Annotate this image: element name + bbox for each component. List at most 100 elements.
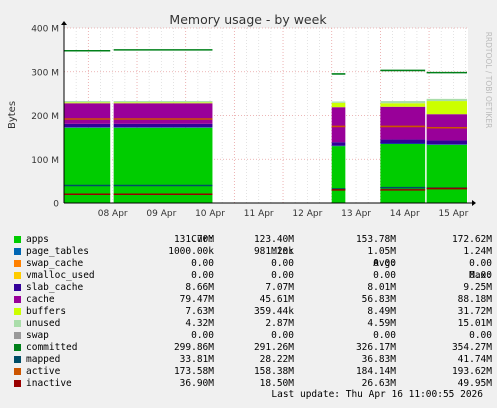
area-slab-cache bbox=[331, 142, 346, 146]
axis-layer: 0 100 M 200 M 300 M 400 M 08 Apr 09 Apr 10 Apr 1… bbox=[31, 21, 476, 219]
area-slab-cache bbox=[64, 123, 111, 128]
legend-name: page_tables bbox=[26, 246, 89, 257]
legend-cur: 299.86M bbox=[173, 342, 214, 353]
legend-name: unused bbox=[26, 318, 61, 329]
last-update: Last update: Thu Apr 16 11:00:55 2026 bbox=[271, 389, 483, 400]
legend-table: Cur: Min: Avg: Max: apps 131.70M 123.40M 15… bbox=[14, 222, 494, 390]
legend-name: slab_cache bbox=[26, 282, 84, 293]
legend-row-active: active 173.58M 158.38M 184.14M 193.62M bbox=[14, 366, 494, 378]
area-slab-cache bbox=[426, 140, 468, 145]
legend-name: cache bbox=[26, 294, 55, 305]
legend-min: 981.20k bbox=[253, 246, 294, 257]
x-tick-label: 08 Apr bbox=[98, 209, 128, 219]
legend-swatch bbox=[14, 344, 21, 351]
legend-min: 158.38M bbox=[253, 366, 294, 377]
legend-name: active bbox=[26, 366, 61, 377]
legend-min: 2.87M bbox=[265, 318, 294, 329]
area-unused bbox=[331, 101, 346, 103]
legend-cur: 79.47M bbox=[179, 294, 214, 305]
legend-cur: 131.70M bbox=[173, 234, 214, 245]
area-unused bbox=[64, 101, 111, 103]
chart-title: Memory usage - by week bbox=[169, 12, 327, 27]
legend-swatch bbox=[14, 368, 21, 375]
x-tick-label: 14 Apr bbox=[390, 209, 420, 219]
legend-rows: apps 131.70M 123.40M 153.78M 172.62M page_tab… bbox=[14, 234, 494, 390]
area-apps bbox=[113, 127, 213, 203]
legend-avg: 0.00 bbox=[373, 330, 396, 341]
legend-min: 123.40M bbox=[253, 234, 294, 245]
memory-chart: Memory usage - by week Bytes RRDTOOL / T… bbox=[7, 12, 493, 219]
legend-avg: 0.00 bbox=[373, 258, 396, 269]
legend-cur: 8.66M bbox=[185, 282, 214, 293]
area-cache bbox=[64, 103, 111, 124]
legend-avg: 0.00 bbox=[373, 270, 396, 281]
legend-name: apps bbox=[26, 234, 49, 245]
legend-avg: 184.14M bbox=[355, 366, 396, 377]
area-slab-cache bbox=[380, 139, 426, 144]
area-cache bbox=[331, 107, 346, 143]
legend-name: swap_cache bbox=[26, 258, 84, 269]
y-tick-label: 200 M bbox=[31, 112, 59, 122]
legend-name: vmalloc_used bbox=[26, 270, 95, 281]
legend-avg: 56.83M bbox=[361, 294, 396, 305]
legend-cur: 33.81M bbox=[179, 354, 214, 365]
legend-min: 28.22M bbox=[259, 354, 294, 365]
legend-header: Cur: Min: Avg: Max: bbox=[14, 222, 494, 281]
area-apps bbox=[64, 127, 111, 203]
area-page-tables bbox=[64, 127, 111, 128]
legend-swatch bbox=[14, 308, 21, 315]
y-tick-label: 0 bbox=[53, 200, 59, 210]
legend-name: committed bbox=[26, 342, 78, 353]
area-buffers bbox=[426, 101, 468, 115]
area-unused bbox=[113, 101, 213, 103]
legend-max: 354.27M bbox=[451, 342, 492, 353]
legend-min: 7.07M bbox=[265, 282, 294, 293]
area-apps bbox=[380, 143, 426, 203]
y-tick-label: 300 M bbox=[31, 68, 59, 78]
rrdtool-watermark: RRDTOOL / TOBI OETIKER bbox=[484, 32, 493, 129]
legend-max: 0.00 bbox=[469, 270, 492, 281]
legend-name: mapped bbox=[26, 354, 61, 365]
legend-avg: 8.01M bbox=[367, 282, 396, 293]
legend-avg: 4.59M bbox=[367, 318, 396, 329]
x-axis-arrow bbox=[472, 200, 476, 206]
area-buffers bbox=[113, 102, 213, 104]
x-tick-label: 12 Apr bbox=[292, 209, 322, 219]
legend-row-swap: swap 0.00 0.00 0.00 0.00 bbox=[14, 330, 494, 342]
x-tick-label: 13 Apr bbox=[341, 209, 371, 219]
legend-avg: 36.83M bbox=[361, 354, 396, 365]
legend-avg: 153.78M bbox=[355, 234, 396, 245]
legend-min: 359.44k bbox=[253, 306, 294, 317]
legend-max: 193.62M bbox=[451, 366, 492, 377]
col-avg-header: Avg: bbox=[373, 258, 396, 269]
legend-swatch bbox=[14, 248, 21, 255]
legend-min: 45.61M bbox=[259, 294, 294, 305]
legend-max: 1.24M bbox=[463, 246, 492, 257]
legend-row-page-tables: page_tables 1000.00k 981.20k 1.05M 1.24M bbox=[14, 246, 494, 258]
legend-row-apps: apps 131.70M 123.40M 153.78M 172.62M bbox=[14, 234, 494, 246]
legend-swatch bbox=[14, 380, 21, 387]
legend-swatch bbox=[14, 260, 21, 267]
legend-max: 9.25M bbox=[463, 282, 492, 293]
legend-max: 41.74M bbox=[457, 354, 492, 365]
legend-cur: 1000.00k bbox=[168, 246, 214, 257]
area-cache bbox=[380, 106, 426, 140]
col-min-header: Min: bbox=[271, 246, 294, 257]
area-page-tables bbox=[380, 143, 426, 144]
legend-avg: 1.05M bbox=[367, 246, 396, 257]
legend-name: buffers bbox=[26, 306, 67, 317]
legend-cur: 36.90M bbox=[179, 378, 214, 389]
area-apps bbox=[331, 146, 346, 203]
legend-cur: 0.00 bbox=[191, 258, 214, 269]
area-buffers bbox=[64, 102, 111, 104]
legend-row-inactive: inactive 36.90M 18.50M 26.63M 49.95M bbox=[14, 378, 494, 390]
legend-row-unused: unused 4.32M 2.87M 4.59M 15.01M bbox=[14, 318, 494, 330]
area-buffers bbox=[331, 102, 346, 108]
legend-swatch bbox=[14, 284, 21, 291]
x-tick-label: 15 Apr bbox=[438, 209, 468, 219]
legend-swatch bbox=[14, 296, 21, 303]
area-unused bbox=[380, 101, 426, 104]
legend-min: 18.50M bbox=[259, 378, 294, 389]
col-cur-header: Cur: bbox=[191, 234, 214, 245]
legend-min: 0.00 bbox=[271, 258, 294, 269]
